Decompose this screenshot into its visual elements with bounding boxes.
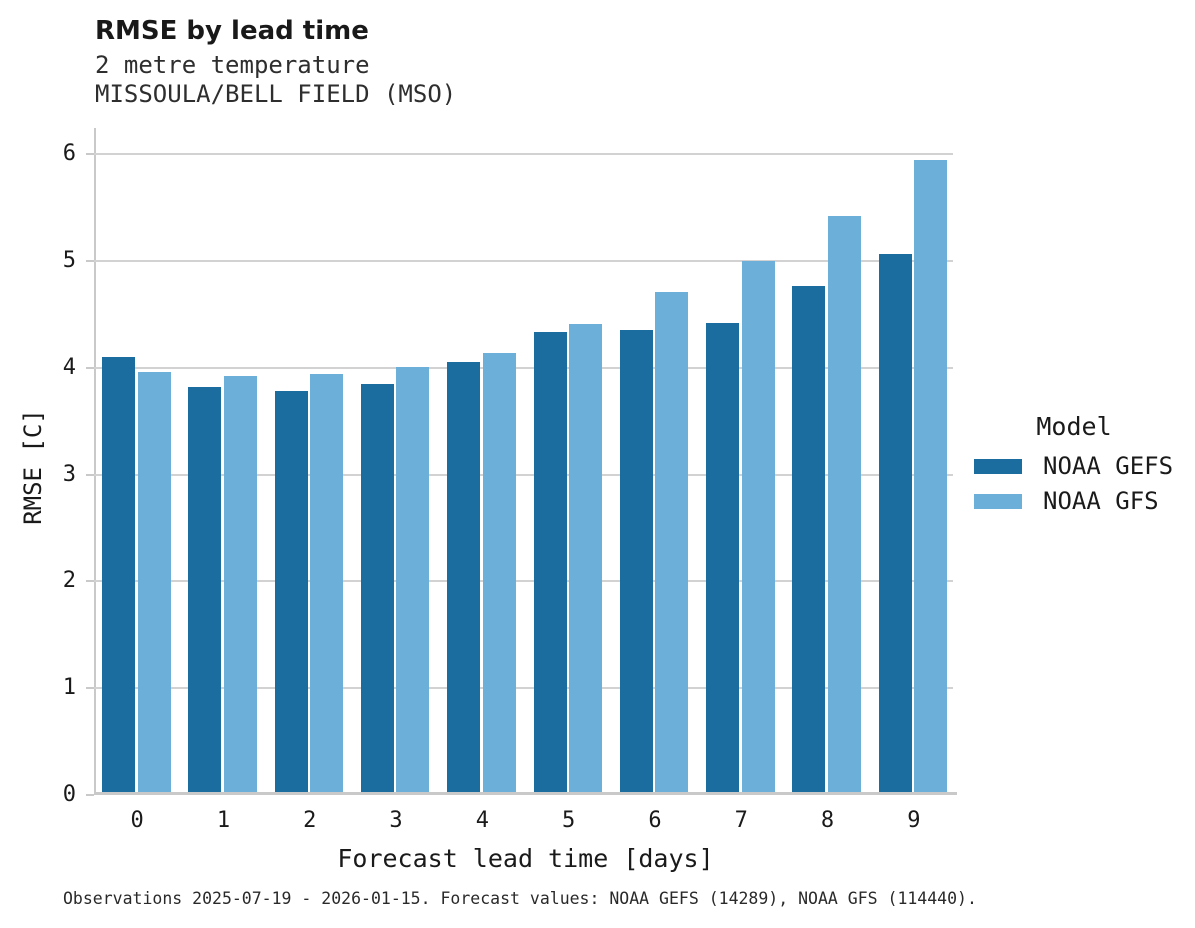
bar-noaa-gfs-lead-8	[827, 216, 861, 795]
y-tick-mark-5	[86, 260, 94, 262]
x-tick-label-2: 2	[303, 808, 317, 833]
chart-subtitle-line1: 2 metre temperature	[95, 51, 370, 79]
legend-item-noaa-gefs: NOAA GEFS	[974, 452, 1174, 480]
y-tick-mark-3	[86, 473, 94, 476]
gridline-y-3	[94, 473, 953, 476]
chart-subtitle-line2: MISSOULA/BELL FIELD (MSO)	[95, 80, 457, 108]
y-tick-label-6: 6	[62, 141, 76, 167]
bar-noaa-gfs-lead-7	[741, 261, 775, 795]
y-tick-mark-2	[86, 580, 94, 583]
gridline-y-4	[94, 366, 953, 369]
bar-noaa-gfs-lead-9	[914, 159, 948, 795]
legend-swatch-noaa-gfs	[974, 493, 1022, 509]
x-axis-spine	[94, 792, 957, 795]
y-tick-label-3: 3	[62, 461, 76, 487]
bar-noaa-gefs-lead-1	[188, 387, 222, 795]
legend-items: NOAA GEFS NOAA GFS	[974, 452, 1174, 515]
y-tick-mark-6	[86, 153, 94, 156]
bar-noaa-gfs-lead-5	[569, 324, 602, 795]
x-tick-label-5: 5	[562, 808, 576, 833]
y-tick-label-2: 2	[62, 568, 76, 594]
bar-noaa-gfs-lead-1	[223, 376, 257, 795]
gridline-y-2	[94, 580, 953, 583]
y-tick-mark-1	[86, 687, 94, 690]
legend-label: NOAA GFS	[1043, 487, 1159, 515]
bar-noaa-gfs-lead-0	[137, 372, 171, 795]
bar-noaa-gefs-lead-4	[447, 362, 481, 795]
x-tick-label-4: 4	[475, 808, 489, 833]
x-axis-label: Forecast lead time [days]	[337, 844, 714, 873]
y-tick-label-4: 4	[62, 354, 76, 380]
x-tick-label-9: 9	[907, 808, 921, 833]
bar-noaa-gfs-lead-4	[482, 352, 516, 795]
y-tick-mark-4	[86, 366, 94, 369]
y-tick-label-0: 0	[62, 782, 76, 807]
bar-noaa-gfs-lead-3	[396, 366, 430, 795]
bar-noaa-gefs-lead-7	[706, 322, 740, 795]
legend: Model NOAA GEFS NOAA GFS	[974, 412, 1174, 524]
bar-noaa-gefs-lead-9	[878, 253, 912, 795]
legend-item-noaa-gfs: NOAA GFS	[974, 487, 1174, 515]
x-tick-label-1: 1	[216, 808, 231, 833]
x-tick-label-8: 8	[820, 808, 835, 833]
bar-noaa-gefs-lead-0	[102, 357, 135, 795]
legend-title: Model	[1036, 412, 1112, 441]
bar-noaa-gefs-lead-6	[619, 330, 653, 795]
legend-label: NOAA GEFS	[1043, 452, 1174, 480]
y-tick-mark-0	[86, 794, 94, 796]
plot-area	[94, 128, 957, 795]
x-tick-label-6: 6	[648, 808, 662, 833]
bar-noaa-gefs-lead-2	[274, 391, 308, 795]
chart-title: RMSE by lead time	[95, 16, 369, 46]
caption: Observations 2025-07-19 - 2026-01-15. Fo…	[63, 889, 977, 908]
x-tick-label-0: 0	[130, 808, 144, 833]
bar-noaa-gefs-lead-8	[792, 285, 826, 795]
y-axis-spine	[94, 128, 96, 795]
bar-noaa-gfs-lead-2	[310, 374, 344, 795]
gridline-y-6	[94, 153, 953, 156]
bar-noaa-gefs-lead-3	[360, 383, 394, 795]
x-tick-label-7: 7	[734, 808, 748, 833]
x-tick-label-3: 3	[389, 808, 403, 833]
legend-swatch-noaa-gefs	[974, 458, 1022, 474]
gridline-y-5	[94, 260, 953, 262]
bar-noaa-gfs-lead-6	[655, 291, 689, 795]
bar-noaa-gefs-lead-5	[533, 331, 567, 795]
y-tick-label-1: 1	[62, 675, 76, 701]
y-tick-label-5: 5	[62, 248, 76, 273]
gridline-y-1	[94, 687, 953, 690]
